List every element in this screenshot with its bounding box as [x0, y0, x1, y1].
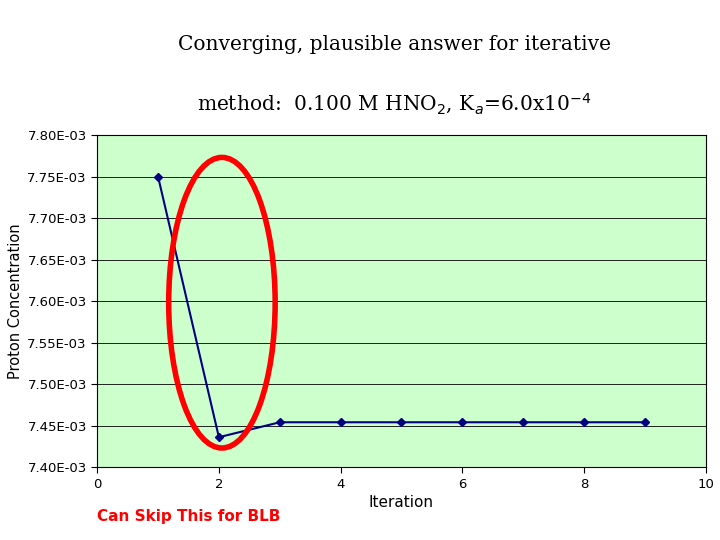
Text: Converging, plausible answer for iterative: Converging, plausible answer for iterati… [178, 35, 611, 53]
X-axis label: Iteration: Iteration [369, 495, 434, 510]
Text: Can Skip This for BLB: Can Skip This for BLB [97, 509, 281, 524]
Y-axis label: Proton Concentration: Proton Concentration [8, 223, 23, 379]
Text: method:  0.100 M HNO$_2$, K$_a$=6.0x10$^{-4}$: method: 0.100 M HNO$_2$, K$_a$=6.0x10$^{… [197, 91, 591, 116]
